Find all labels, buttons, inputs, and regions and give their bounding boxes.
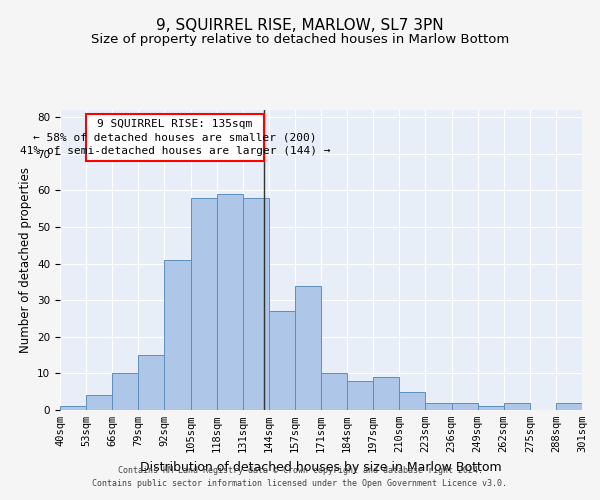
Bar bbox=[347, 380, 373, 410]
Bar bbox=[400, 392, 425, 410]
Y-axis label: Number of detached properties: Number of detached properties bbox=[19, 167, 32, 353]
Bar bbox=[425, 402, 452, 410]
Bar bbox=[504, 402, 530, 410]
Text: Contains HM Land Registry data © Crown copyright and database right 2024.
Contai: Contains HM Land Registry data © Crown c… bbox=[92, 466, 508, 487]
Bar bbox=[321, 374, 347, 410]
Bar bbox=[556, 402, 582, 410]
FancyBboxPatch shape bbox=[86, 114, 263, 161]
Text: 9 SQUIRREL RISE: 135sqm
← 58% of detached houses are smaller (200)
41% of semi-d: 9 SQUIRREL RISE: 135sqm ← 58% of detache… bbox=[20, 119, 330, 156]
Bar bbox=[139, 355, 164, 410]
X-axis label: Distribution of detached houses by size in Marlow Bottom: Distribution of detached houses by size … bbox=[140, 460, 502, 473]
Bar bbox=[269, 311, 295, 410]
Bar bbox=[86, 396, 112, 410]
Bar bbox=[112, 374, 139, 410]
Bar bbox=[164, 260, 191, 410]
Bar bbox=[191, 198, 217, 410]
Bar bbox=[295, 286, 321, 410]
Bar bbox=[373, 377, 400, 410]
Bar bbox=[242, 198, 269, 410]
Bar bbox=[452, 402, 478, 410]
Bar bbox=[217, 194, 243, 410]
Text: 9, SQUIRREL RISE, MARLOW, SL7 3PN: 9, SQUIRREL RISE, MARLOW, SL7 3PN bbox=[156, 18, 444, 32]
Bar bbox=[60, 406, 86, 410]
Bar bbox=[478, 406, 504, 410]
Text: Size of property relative to detached houses in Marlow Bottom: Size of property relative to detached ho… bbox=[91, 32, 509, 46]
